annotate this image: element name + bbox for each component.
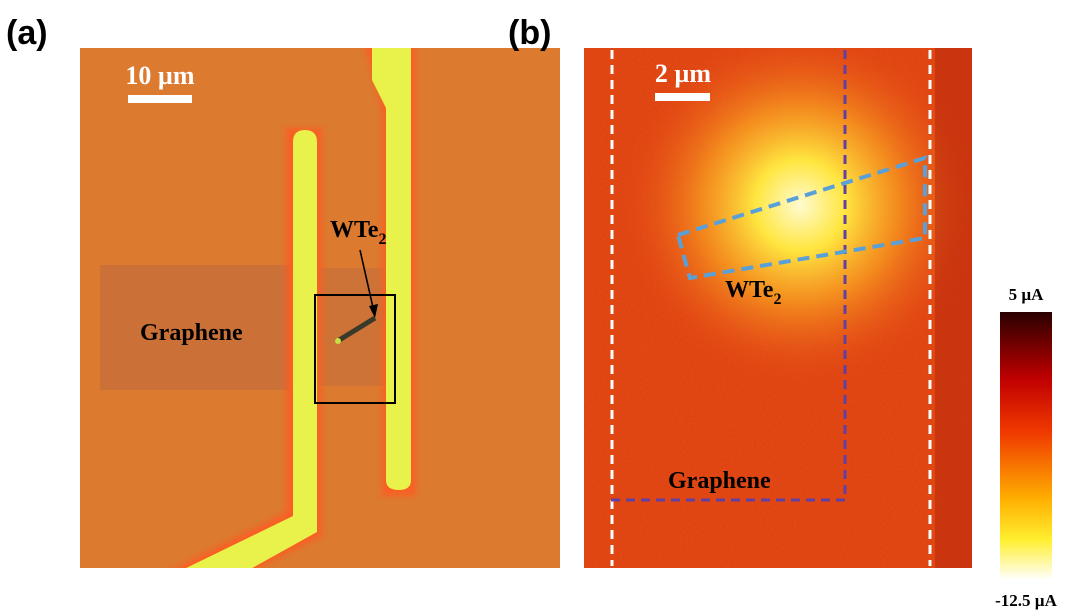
flake-subscript: 2 [378,231,386,248]
scale-bar-label: 10 µm [125,61,194,90]
photocurrent-map [584,48,972,568]
flake-label: WTe2 [725,277,781,308]
flake-label: WTe2 [330,217,386,248]
colorbar-min: -12.5 µA [995,591,1057,610]
scale-bar-label: 2 µm [655,59,711,88]
graphene-label: Graphene [140,320,243,346]
colorbar [1000,312,1052,580]
colorbar-max: 5 µA [1009,285,1045,304]
flake-text: WTe [330,217,379,243]
panel-label: (b) [508,14,551,52]
graphene-label: Graphene [668,468,771,494]
panel-label: (a) [6,14,48,52]
flake-subscript: 2 [773,291,781,308]
microscope-image [80,48,560,568]
flake-text: WTe [725,277,774,303]
